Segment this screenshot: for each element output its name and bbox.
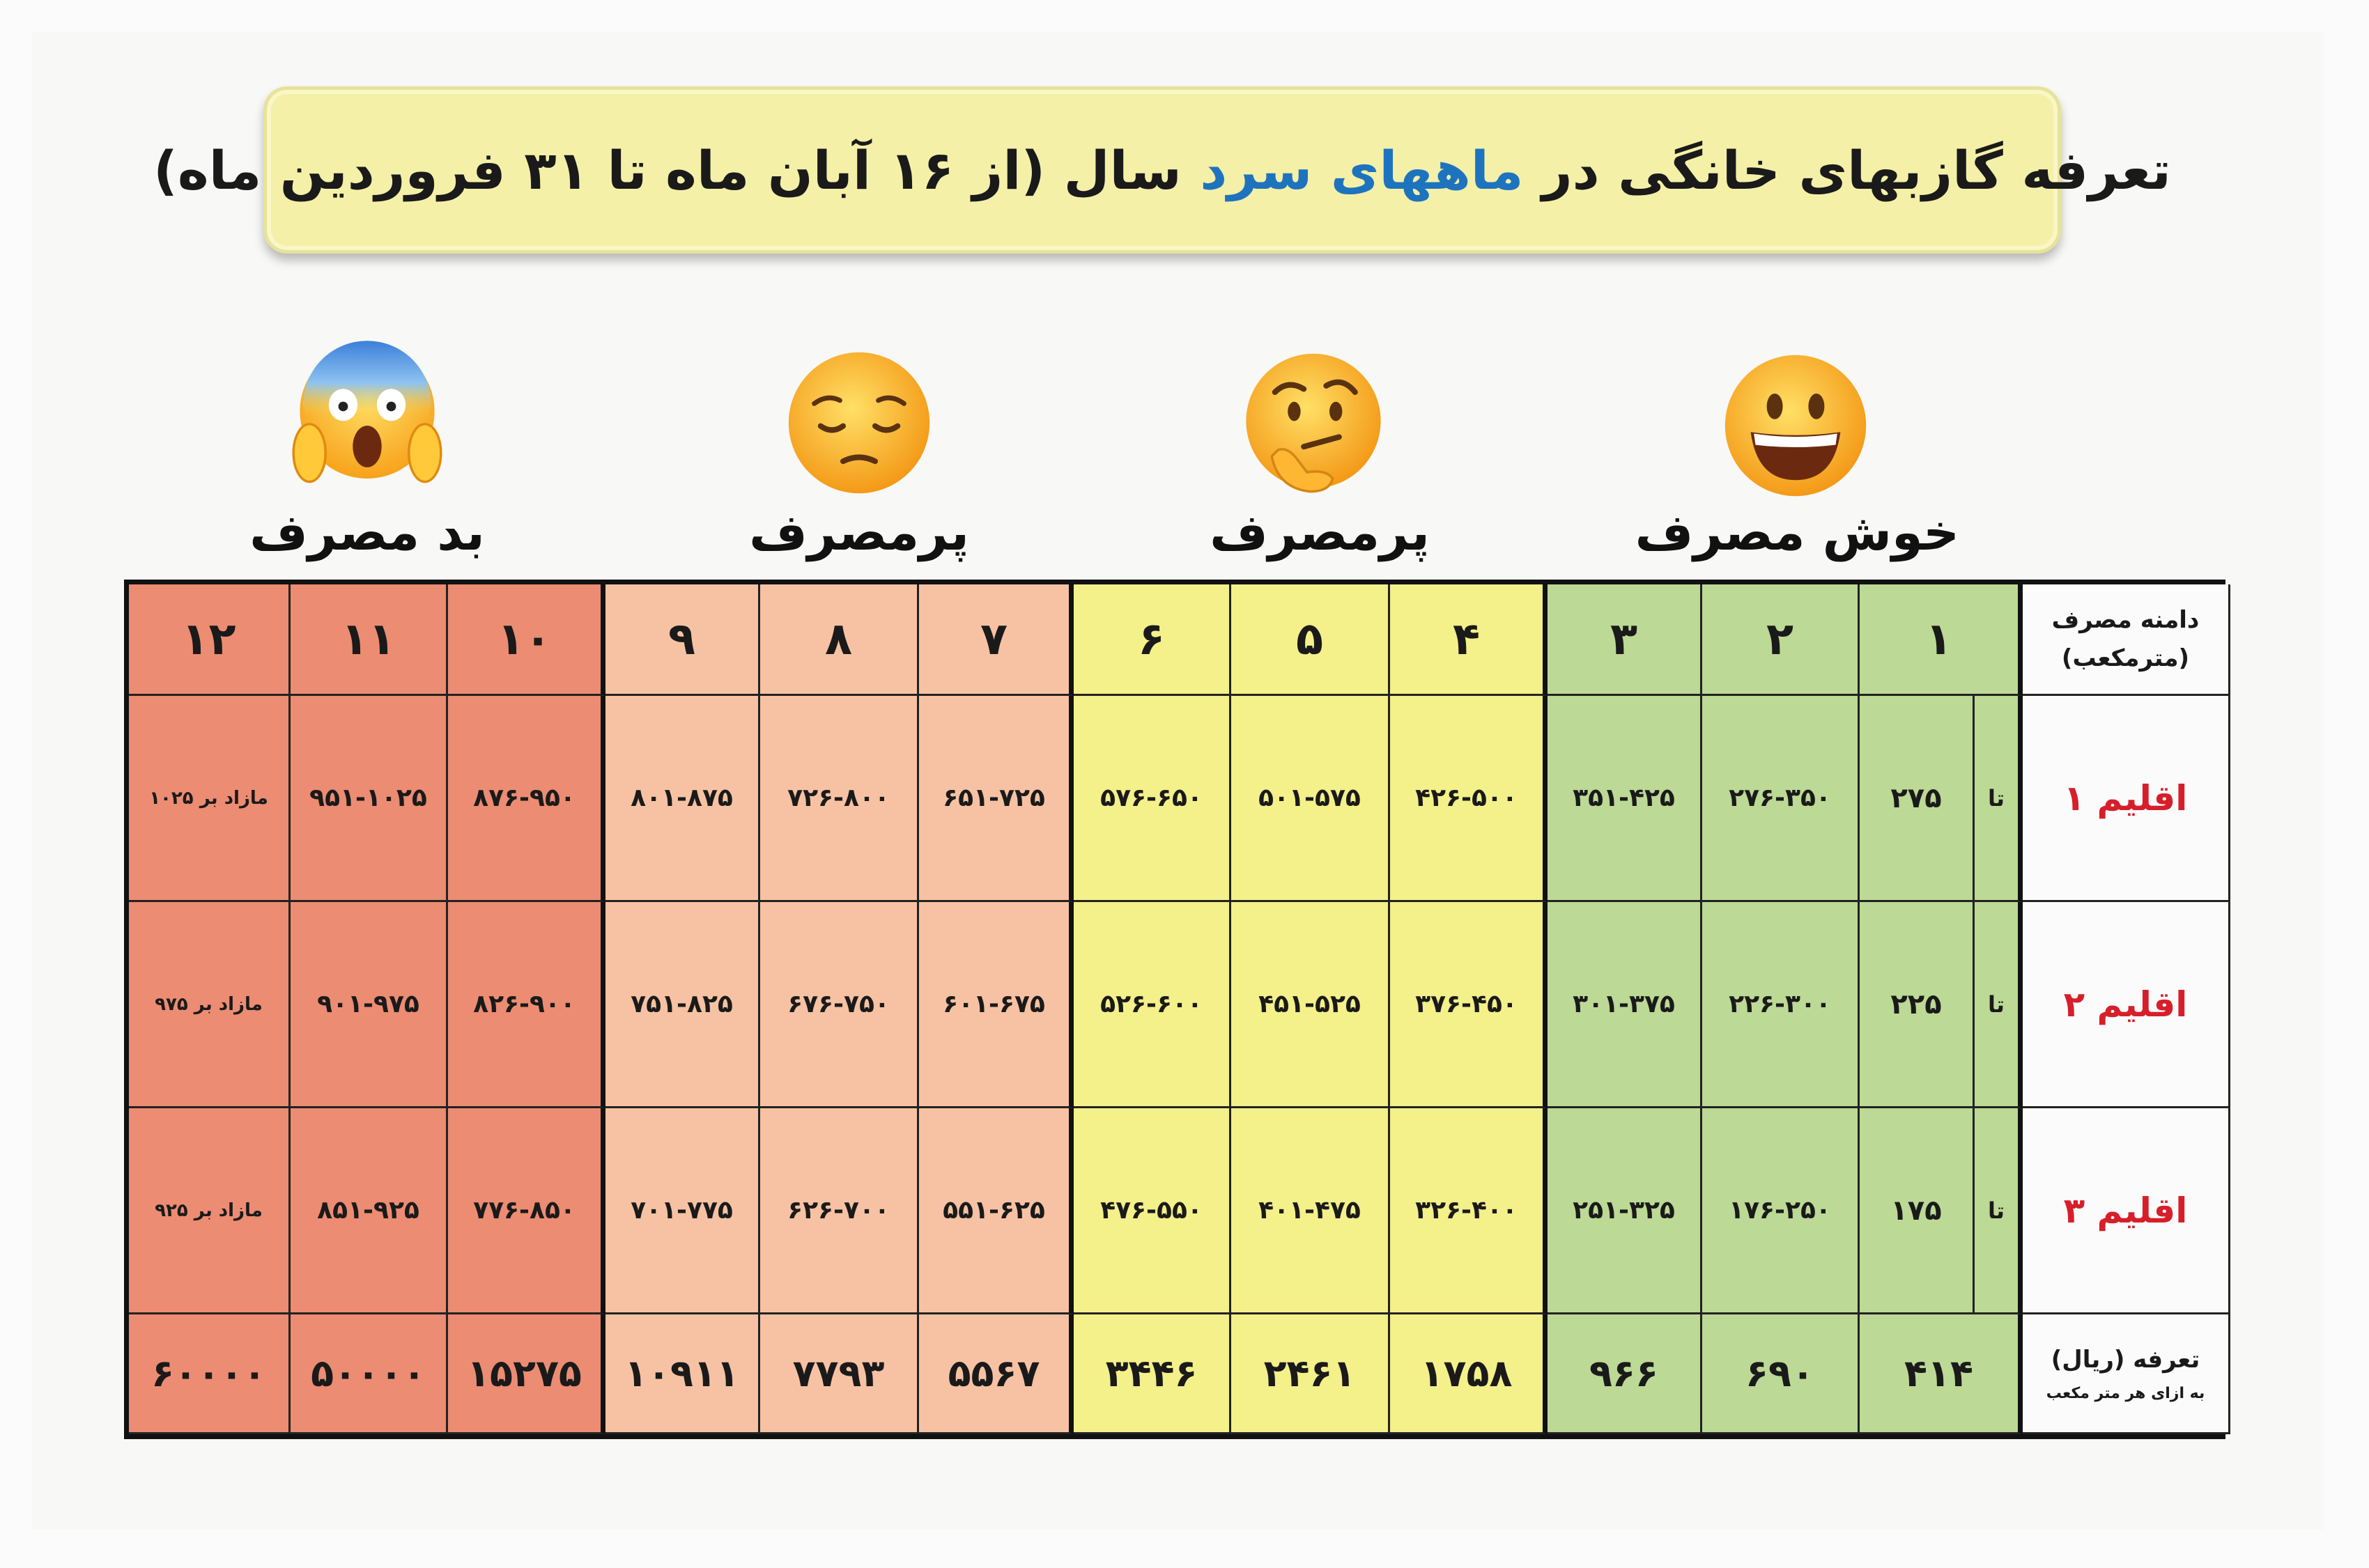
category-label-good: خوش مصرف — [1635, 503, 1959, 561]
column-header-9: ۹ — [605, 584, 760, 696]
column-header-6: ۶ — [1074, 584, 1231, 696]
table-cell: ۶۷۶-۷۵۰ — [760, 902, 919, 1108]
table-cell: ۱۷۶-۲۵۰ — [1702, 1108, 1860, 1314]
table-cell: مازاد بر ۹۷۵ — [129, 902, 291, 1108]
table-cell: ۵۷۶-۶۵۰ — [1074, 696, 1231, 902]
upto-value: ۱۷۵ — [1860, 1108, 1975, 1312]
page-title: تعرفه گازبهای خانگی در ماههای سرد سال (ا… — [153, 139, 2171, 201]
table-cell: ۲۲۵ تا — [1860, 902, 2023, 1108]
tariff-cell: ۷۷۹۳ — [760, 1314, 919, 1434]
range-header: دامنه مصرف (مترمکعب) — [2023, 584, 2230, 696]
table-cell: ۴۷۶-۵۵۰ — [1074, 1108, 1231, 1314]
table-cell: ۴۵۱-۵۲۵ — [1231, 902, 1390, 1108]
table-cell: ۵۲۶-۶۰۰ — [1074, 902, 1231, 1108]
upto-label: تا — [1987, 991, 2005, 1018]
table-cell: ۷۵۱-۸۲۵ — [605, 902, 760, 1108]
tariff-cell: ۱۷۵۸ — [1390, 1314, 1548, 1434]
table-cell: ۶۲۶-۷۰۰ — [760, 1108, 919, 1314]
tariff-cell: ۳۴۴۶ — [1074, 1314, 1231, 1434]
column-header-2: ۲ — [1702, 584, 1860, 696]
table-cell: ۳۲۶-۴۰۰ — [1390, 1108, 1548, 1314]
tariff-cell: ۱۵۲۷۵ — [448, 1314, 605, 1434]
title-banner: تعرفه گازبهای خانگی در ماههای سرد سال (ا… — [153, 86, 2171, 254]
tariff-cell: ۶۰۰۰۰ — [129, 1314, 291, 1434]
category-label-high-2: پرمصرف — [749, 503, 969, 561]
table-cell: ۶۰۱-۶۷۵ — [919, 902, 1074, 1108]
table-cell: ۷۷۶-۸۵۰ — [448, 1108, 605, 1314]
column-header-10: ۱۰ — [448, 584, 605, 696]
table-cell: ۲۲۶-۳۰۰ — [1702, 902, 1860, 1108]
tariff-table: ۱۲ ۱۱ ۱۰ ۹ ۸ ۷ ۶ ۵ ۴ ۳ ۲ ۱ دامنه مصرف (م… — [124, 580, 2230, 1439]
table-cell: ۵۰۱-۵۷۵ — [1231, 696, 1390, 902]
table-cell: ۸۰۱-۸۷۵ — [605, 696, 760, 902]
table-cell: ۶۵۱-۷۲۵ — [919, 696, 1074, 902]
table-cell: ۷۲۶-۸۰۰ — [760, 696, 919, 902]
upto-value: ۲۲۵ — [1860, 902, 1975, 1106]
table-cell: ۲۷۶-۳۵۰ — [1702, 696, 1860, 902]
table-cell: ۴۲۶-۵۰۰ — [1390, 696, 1548, 902]
table-cell: ۱۷۵ تا — [1860, 1108, 2023, 1314]
tariff-cell: ۵۰۰۰۰ — [291, 1314, 448, 1434]
tariff-header: تعرفه (ریال) به ازای هر متر مکعب — [2023, 1314, 2230, 1434]
title-highlight: ماههای سرد — [1200, 139, 1524, 201]
table-cell: ۲۵۱-۳۲۵ — [1548, 1108, 1702, 1314]
table-cell: ۷۰۱-۷۷۵ — [605, 1108, 760, 1314]
tariff-cell: ۶۹۰ — [1702, 1314, 1860, 1434]
screaming-face-icon — [287, 334, 447, 495]
table-cell: ۳۷۶-۴۵۰ — [1390, 902, 1548, 1108]
table-cell: ۳۰۱-۳۷۵ — [1548, 902, 1702, 1108]
tariff-cell: ۱۰۹۱۱ — [605, 1314, 760, 1434]
tariff-cell: ۵۵۶۷ — [919, 1314, 1074, 1434]
category-label-bad: بد مصرف — [249, 503, 485, 561]
column-header-3: ۳ — [1548, 584, 1702, 696]
table-cell: مازاد بر ۱۰۲۵ — [129, 696, 291, 902]
tariff-cell: ۹۶۶ — [1548, 1314, 1702, 1434]
pensive-face-icon — [779, 343, 939, 503]
upto-label: تا — [1987, 784, 2005, 812]
tariff-cell: ۴۱۴ — [1860, 1314, 2023, 1434]
table-cell: ۸۷۶-۹۵۰ — [448, 696, 605, 902]
region-label-2: اقلیم ۲ — [2023, 902, 2230, 1108]
column-header-5: ۵ — [1231, 584, 1390, 696]
category-label-high-1: پرمصرف — [1210, 503, 1430, 561]
thinking-face-icon — [1233, 344, 1394, 504]
table-cell: مازاد بر ۹۲۵ — [129, 1108, 291, 1314]
column-header-7: ۷ — [919, 584, 1074, 696]
upto-value: ۲۷۵ — [1860, 696, 1975, 900]
tariff-cell: ۲۴۶۱ — [1231, 1314, 1390, 1434]
table-cell: ۴۰۱-۴۷۵ — [1231, 1108, 1390, 1314]
region-label-3: اقلیم ۳ — [2023, 1108, 2230, 1314]
table-cell: ۹۵۱-۱۰۲۵ — [291, 696, 448, 902]
table-cell: ۳۵۱-۴۲۵ — [1548, 696, 1702, 902]
table-cell: ۸۵۱-۹۲۵ — [291, 1108, 448, 1314]
column-header-8: ۸ — [760, 584, 919, 696]
table-cell: ۸۲۶-۹۰۰ — [448, 902, 605, 1108]
column-header-12: ۱۲ — [129, 584, 291, 696]
column-header-1: ۱ — [1860, 584, 2023, 696]
upto-label: تا — [1987, 1197, 2005, 1224]
table-cell: ۲۷۵ تا — [1860, 696, 2023, 902]
table-cell: ۵۵۱-۶۲۵ — [919, 1108, 1074, 1314]
column-header-11: ۱۱ — [291, 584, 448, 696]
column-header-4: ۴ — [1390, 584, 1548, 696]
table-cell: ۹۰۱-۹۷۵ — [291, 902, 448, 1108]
grinning-face-icon — [1715, 346, 1876, 506]
region-label-1: اقلیم ۱ — [2023, 696, 2230, 902]
